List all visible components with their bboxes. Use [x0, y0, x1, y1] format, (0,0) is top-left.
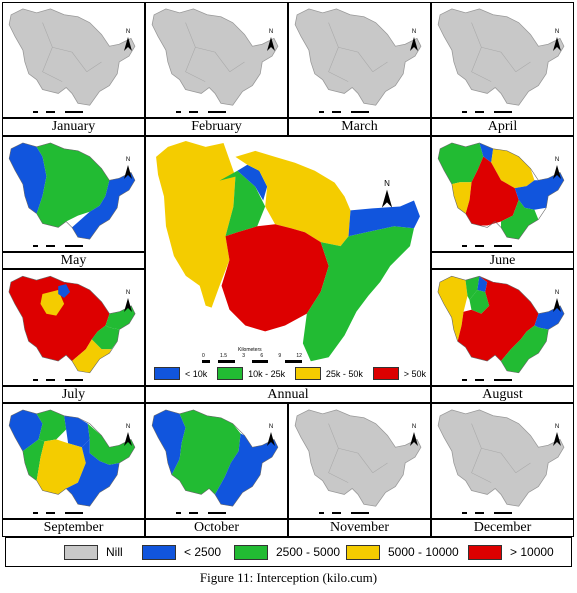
legend-swatch — [217, 367, 244, 380]
annual-map-svg — [156, 140, 420, 362]
map-june: N — [431, 136, 574, 252]
scale-bar — [176, 512, 226, 514]
april-map-svg — [437, 8, 565, 106]
scale-tick: 12 — [296, 353, 302, 359]
figure-caption: Figure 11: Interception (kilo.cum) — [199, 570, 378, 585]
october-map-svg — [151, 409, 279, 507]
september-map-svg — [8, 409, 136, 507]
caption-september: September — [2, 519, 145, 537]
north-arrow-icon: N — [407, 424, 421, 448]
legend-item-nill: Nill — [64, 544, 123, 560]
map-october: N — [145, 403, 288, 519]
january-map-svg — [8, 8, 136, 106]
scale-bar — [33, 379, 83, 381]
scale-bar — [319, 512, 369, 514]
map-november: N — [288, 403, 431, 519]
december-map-svg — [437, 409, 565, 507]
legend-item-gt10000: > 10000 — [468, 544, 554, 560]
legend-swatch — [294, 367, 321, 380]
caption-october: October — [145, 519, 288, 537]
north-arrow-icon: N — [121, 29, 135, 53]
caption-march: March — [288, 118, 431, 136]
annual-legend: < 10k 10k - 25k 25k - 50k > 50k — [154, 367, 426, 380]
scale-bar — [33, 111, 83, 113]
scale-tick: 0 — [202, 353, 205, 359]
map-january: N — [2, 2, 145, 118]
monthly-legend: Nill < 2500 2500 - 5000 5000 - 10000 > 1… — [5, 537, 572, 567]
legend-item-5000-10000: 5000 - 10000 — [346, 544, 459, 560]
caption-july: July — [2, 386, 145, 403]
map-september: N — [2, 403, 145, 519]
annual-scale-bar — [202, 360, 302, 363]
caption-april: April — [431, 118, 574, 136]
legend-swatch — [372, 367, 399, 380]
scale-bar — [462, 245, 512, 247]
annual-legend-item: > 50k — [372, 367, 426, 380]
annual-legend-item: 25k - 50k — [294, 367, 363, 380]
scale-tick: 3 — [242, 353, 246, 359]
north-arrow-icon: N — [121, 424, 135, 448]
legend-swatch — [234, 544, 268, 560]
caption-december: December — [431, 519, 574, 537]
map-february: N — [145, 2, 288, 118]
map-march: N — [288, 2, 431, 118]
map-august: N — [431, 269, 574, 386]
scale-bar — [462, 379, 512, 381]
scale-bar — [33, 245, 83, 247]
scale-bar — [33, 512, 83, 514]
annual-legend-item: < 10k — [154, 367, 207, 380]
caption-june: June — [431, 252, 574, 269]
scale-tick: 1.5 — [220, 353, 227, 359]
north-arrow-icon: N — [264, 29, 278, 53]
caption-november: November — [288, 519, 431, 537]
scale-bar — [462, 512, 512, 514]
scale-bar — [176, 111, 226, 113]
legend-swatch — [468, 544, 502, 560]
north-arrow-icon: N — [121, 290, 135, 314]
legend-item-lt2500: < 2500 — [142, 544, 221, 560]
caption-annual: Annual — [145, 386, 431, 403]
november-map-svg — [294, 409, 422, 507]
north-arrow-icon: N — [121, 157, 135, 181]
map-december: N — [431, 403, 574, 519]
north-arrow-icon: N — [550, 157, 564, 181]
february-map-svg — [151, 8, 279, 106]
map-april: N — [431, 2, 574, 118]
map-may: N — [2, 136, 145, 252]
scale-tick: 9 — [278, 353, 282, 359]
march-map-svg — [294, 8, 422, 106]
scale-bar — [462, 111, 512, 113]
scale-tick: 6 — [260, 353, 264, 359]
legend-swatch — [346, 544, 380, 560]
legend-swatch — [142, 544, 176, 560]
annual-legend-item: 10k - 25k — [217, 367, 285, 380]
caption-august: August — [431, 386, 574, 403]
annual-scale-title: Kilometers — [238, 347, 262, 353]
north-arrow-icon: N — [550, 424, 564, 448]
map-july: N — [2, 269, 145, 386]
july-map-svg — [8, 275, 136, 374]
caption-february: February — [145, 118, 288, 136]
north-arrow-icon: N — [407, 29, 421, 53]
legend-swatch — [154, 367, 180, 380]
north-arrow-icon: N — [550, 29, 564, 53]
legend-item-2500-5000: 2500 - 5000 — [234, 544, 340, 560]
scale-bar — [319, 111, 369, 113]
map-annual: N Kilometers 0 1.5 3 6 9 12 < 10k 10k - … — [145, 136, 431, 386]
june-map-svg — [437, 142, 565, 240]
north-arrow-icon: N — [550, 290, 564, 314]
legend-swatch — [64, 544, 98, 560]
map-grid: N January N February N March — [2, 2, 574, 537]
caption-january: January — [2, 118, 145, 136]
caption-may: May — [2, 252, 145, 269]
north-arrow-icon: N — [264, 424, 278, 448]
north-arrow-icon: N — [378, 179, 396, 211]
may-map-svg — [8, 142, 136, 240]
august-map-svg — [437, 275, 565, 374]
annual-scale: Kilometers 0 1.5 3 6 9 12 — [202, 347, 312, 367]
